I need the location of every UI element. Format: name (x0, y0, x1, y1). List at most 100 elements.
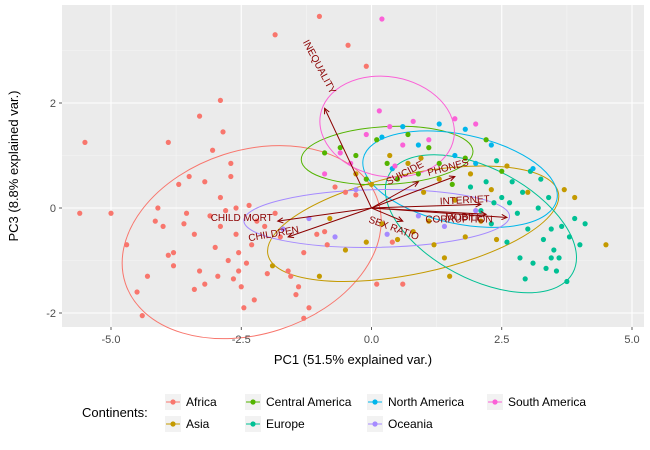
arrow-label: CORRUPTION (425, 214, 492, 225)
point-asia (394, 236, 401, 243)
point-north-america (452, 152, 458, 159)
point-africa (230, 276, 237, 282)
point-oceania (384, 231, 390, 237)
point-africa (251, 297, 257, 303)
point-europe (514, 210, 520, 216)
point-asia (269, 263, 276, 269)
x-tick-label: -5.0 (102, 334, 121, 346)
point-europe (546, 194, 552, 201)
legend-label: Europe (266, 417, 305, 431)
point-africa (322, 229, 328, 235)
point-south-america (363, 131, 369, 138)
x-axis-title: PC1 (51.5% explained var.) (274, 352, 432, 367)
point-europe (506, 200, 513, 206)
point-africa (155, 205, 161, 211)
x-tick-label: 5.0 (624, 334, 639, 346)
point-africa (400, 281, 406, 287)
point-europe (530, 260, 536, 266)
point-central-america (499, 168, 505, 174)
point-africa (196, 268, 203, 274)
point-africa (277, 234, 283, 240)
arrowhead (412, 181, 420, 187)
point-africa (183, 210, 190, 216)
point-south-america (473, 121, 479, 127)
point-africa (217, 194, 224, 201)
point-africa (301, 250, 307, 256)
point-oceania (353, 187, 359, 193)
point-europe (467, 184, 474, 190)
arrow-sex-ratio (371, 207, 403, 222)
point-africa (374, 281, 380, 287)
arrow-internet (371, 203, 481, 209)
point-europe (572, 215, 578, 222)
point-oceania (473, 208, 479, 214)
point-asia (421, 189, 427, 195)
point-central-america (426, 145, 432, 151)
point-central-america (374, 137, 380, 143)
point-central-america (405, 131, 411, 138)
legend-label: North America (388, 395, 464, 409)
point-africa (217, 223, 224, 229)
point-north-america (415, 142, 421, 148)
point-central-america (353, 152, 359, 159)
arrow-inequality (324, 108, 372, 209)
point-asia (447, 273, 453, 279)
point-central-america (322, 150, 328, 156)
point-asia (488, 187, 494, 193)
point-europe (517, 255, 523, 261)
point-europe (522, 276, 528, 282)
point-asia (478, 218, 484, 224)
point-asia (327, 215, 333, 222)
point-africa (223, 208, 229, 214)
point-europe (559, 223, 565, 229)
point-africa (196, 113, 203, 119)
ellipse-asia (267, 165, 560, 282)
legend-label: Africa (186, 395, 217, 409)
point-africa (152, 218, 158, 224)
point-asia (387, 152, 393, 159)
arrowhead (475, 201, 483, 208)
point-africa (332, 184, 338, 190)
point-africa (389, 239, 395, 245)
point-north-america (473, 160, 479, 166)
arrowhead (501, 214, 509, 221)
point-africa (243, 260, 250, 266)
point-south-america (376, 108, 382, 114)
point-africa (254, 218, 260, 224)
y-tick-label: -2 (46, 308, 56, 320)
point-africa (170, 250, 177, 256)
point-europe (582, 221, 588, 227)
point-africa (264, 271, 270, 277)
legend-key-north-america (367, 394, 383, 410)
point-africa (165, 139, 171, 145)
point-central-america (462, 155, 468, 161)
point-africa (236, 250, 242, 256)
point-africa (262, 223, 268, 229)
legend-key-africa (165, 394, 181, 410)
point-asia (426, 218, 432, 224)
point-africa (316, 13, 322, 19)
legend-key-dot (492, 399, 498, 405)
arrowhead (324, 107, 330, 115)
legend-label: Oceania (388, 417, 433, 431)
point-africa (202, 281, 208, 287)
point-asia (410, 229, 416, 235)
grid (62, 5, 644, 327)
arrow-suicide (371, 181, 419, 209)
panel-background (62, 5, 644, 327)
point-africa (314, 231, 320, 237)
x-tick-label: 2.5 (494, 334, 509, 346)
ellipse-north-america (362, 130, 558, 228)
point-africa (186, 173, 192, 180)
point-europe (519, 189, 526, 195)
point-africa (293, 292, 299, 298)
point-africa (285, 268, 291, 274)
point-africa (295, 284, 302, 290)
point-europe (488, 221, 494, 227)
point-central-america (337, 145, 343, 151)
point-africa (236, 268, 242, 274)
point-south-america (322, 171, 328, 177)
point-africa (228, 173, 234, 180)
point-north-america (488, 142, 494, 148)
point-africa (288, 273, 294, 279)
